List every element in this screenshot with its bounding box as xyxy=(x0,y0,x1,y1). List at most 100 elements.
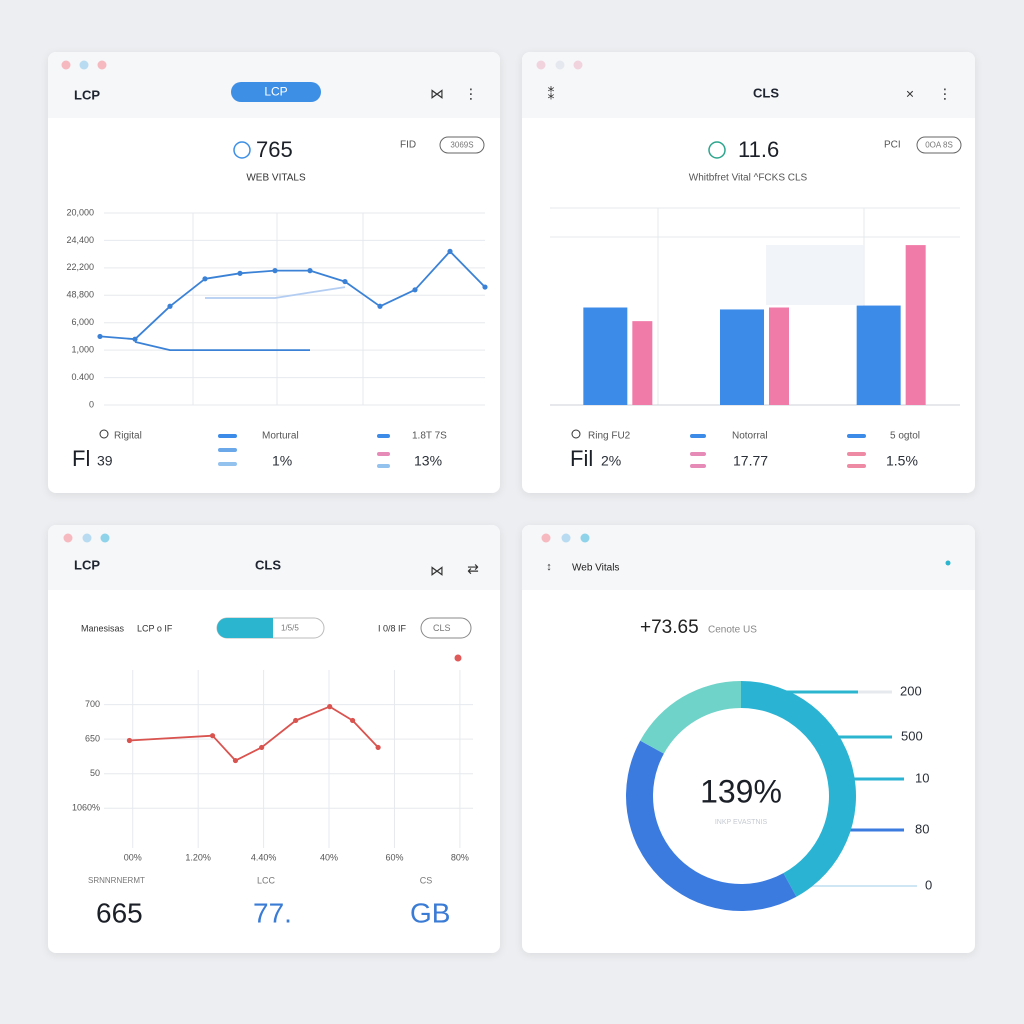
pill[interactable] xyxy=(231,82,321,102)
scale-label: 200 xyxy=(900,683,922,698)
icon-sort[interactable]: ↕ xyxy=(546,561,552,573)
icon-collapse[interactable]: ⋈ xyxy=(430,86,444,102)
window-dot xyxy=(541,533,551,543)
icon-collapse[interactable]: ⋈ xyxy=(430,563,444,579)
point xyxy=(126,737,133,744)
panel-title: Web Vitals xyxy=(572,563,619,574)
point xyxy=(272,268,278,274)
bar xyxy=(905,245,926,405)
metric-icon xyxy=(233,141,251,159)
y-tick-label: 48,800 xyxy=(66,290,94,300)
footer-value: Fl xyxy=(72,446,90,471)
point xyxy=(307,268,313,274)
center-sublabel: INKP EVASTNIS xyxy=(715,819,768,826)
subtitle: Whitbfret Vital ^FCKS CLS xyxy=(689,173,808,184)
point xyxy=(209,733,216,739)
point xyxy=(167,303,173,309)
y-tick-label: 1060% xyxy=(72,803,100,813)
line xyxy=(99,250,486,341)
window-dot xyxy=(555,60,565,70)
badge[interactable] xyxy=(439,136,485,154)
pill-label: LCP xyxy=(264,85,287,99)
legend-bar xyxy=(847,464,866,468)
y-tick-label: 0 xyxy=(89,399,94,409)
button[interactable] xyxy=(420,617,472,639)
highlight-band xyxy=(766,245,864,305)
footer-value: 39 xyxy=(97,453,113,469)
legend-bar xyxy=(847,434,866,438)
icon-menu[interactable]: ⋮ xyxy=(938,86,952,102)
panel-title: CLS xyxy=(753,85,779,100)
footer-value: 13% xyxy=(414,453,442,469)
point xyxy=(342,278,348,285)
scale-label: 10 xyxy=(915,770,929,785)
tab[interactable]: LCP xyxy=(74,87,100,102)
x-tick-label: 60% xyxy=(385,852,403,862)
tab[interactable]: LCP xyxy=(74,557,100,572)
metric-side: PCI xyxy=(884,140,901,151)
footer-label: Notorral xyxy=(732,431,768,442)
metric-side: FID xyxy=(400,140,416,151)
window-dot xyxy=(573,60,583,70)
legend-bar xyxy=(377,452,390,456)
window-dot xyxy=(536,60,546,70)
footer-label: SRNNRNERMT xyxy=(88,876,145,885)
toggle-label: 1/5/5 xyxy=(281,624,299,633)
footer-value: 1% xyxy=(272,453,292,469)
window-dot xyxy=(561,533,571,543)
window-dot xyxy=(97,60,107,70)
control-label: I 0/8 IF xyxy=(378,623,407,633)
panel-header xyxy=(48,525,500,590)
footer-value: Fil xyxy=(570,446,593,471)
footer-label: Ring FU2 xyxy=(588,431,631,442)
footer-label: Mortural xyxy=(262,431,299,442)
bar xyxy=(632,321,653,405)
window-dot xyxy=(82,533,92,543)
bar xyxy=(720,309,764,405)
footer-value: 2% xyxy=(601,453,621,469)
metric: 11.6 xyxy=(738,137,779,162)
point xyxy=(327,704,333,710)
icon-settings[interactable]: ⁑ xyxy=(548,86,555,103)
point xyxy=(377,303,383,309)
legend-dot xyxy=(99,429,109,439)
y-tick-label: 20,000 xyxy=(66,207,94,217)
legend-bar xyxy=(377,464,390,468)
scale-label: 500 xyxy=(901,728,923,743)
window-dot xyxy=(63,533,73,543)
footer-label: LCC xyxy=(257,875,276,885)
point xyxy=(482,284,488,290)
legend-dot xyxy=(571,429,581,439)
scale-label: 80 xyxy=(915,821,929,836)
window-dot xyxy=(79,60,89,70)
icon-close[interactable]: × xyxy=(906,86,914,102)
button-label: CLS xyxy=(433,623,451,633)
panel-header xyxy=(522,52,975,118)
icon-menu[interactable]: ⋮ xyxy=(464,86,478,102)
window-dot xyxy=(580,533,590,543)
y-tick-label: 0.400 xyxy=(71,372,94,382)
line xyxy=(129,705,379,762)
legend-bar xyxy=(690,434,706,438)
footer-label: 1.8T 7S xyxy=(412,431,447,442)
y-tick-label: 700 xyxy=(85,699,100,709)
status-dot xyxy=(454,654,462,662)
slice xyxy=(741,681,856,897)
footer-value: 17.77 xyxy=(733,453,768,469)
x-tick-label: 80% xyxy=(451,852,469,862)
metric: +73.65 xyxy=(640,617,699,638)
line xyxy=(205,286,346,299)
y-tick-label: 6,000 xyxy=(71,317,94,327)
center-label: 139% xyxy=(700,773,782,809)
badge[interactable] xyxy=(916,136,962,154)
y-tick-label: 50 xyxy=(90,768,100,778)
footer-label: Rigital xyxy=(114,431,142,442)
y-tick-label: 24,400 xyxy=(66,235,94,245)
bar xyxy=(856,305,901,405)
metric-icon xyxy=(708,141,726,159)
legend-bar xyxy=(847,452,866,456)
icon-swap[interactable]: ⇄ xyxy=(467,561,479,577)
point xyxy=(259,744,265,751)
subtitle: WEB VITALS xyxy=(246,173,306,184)
